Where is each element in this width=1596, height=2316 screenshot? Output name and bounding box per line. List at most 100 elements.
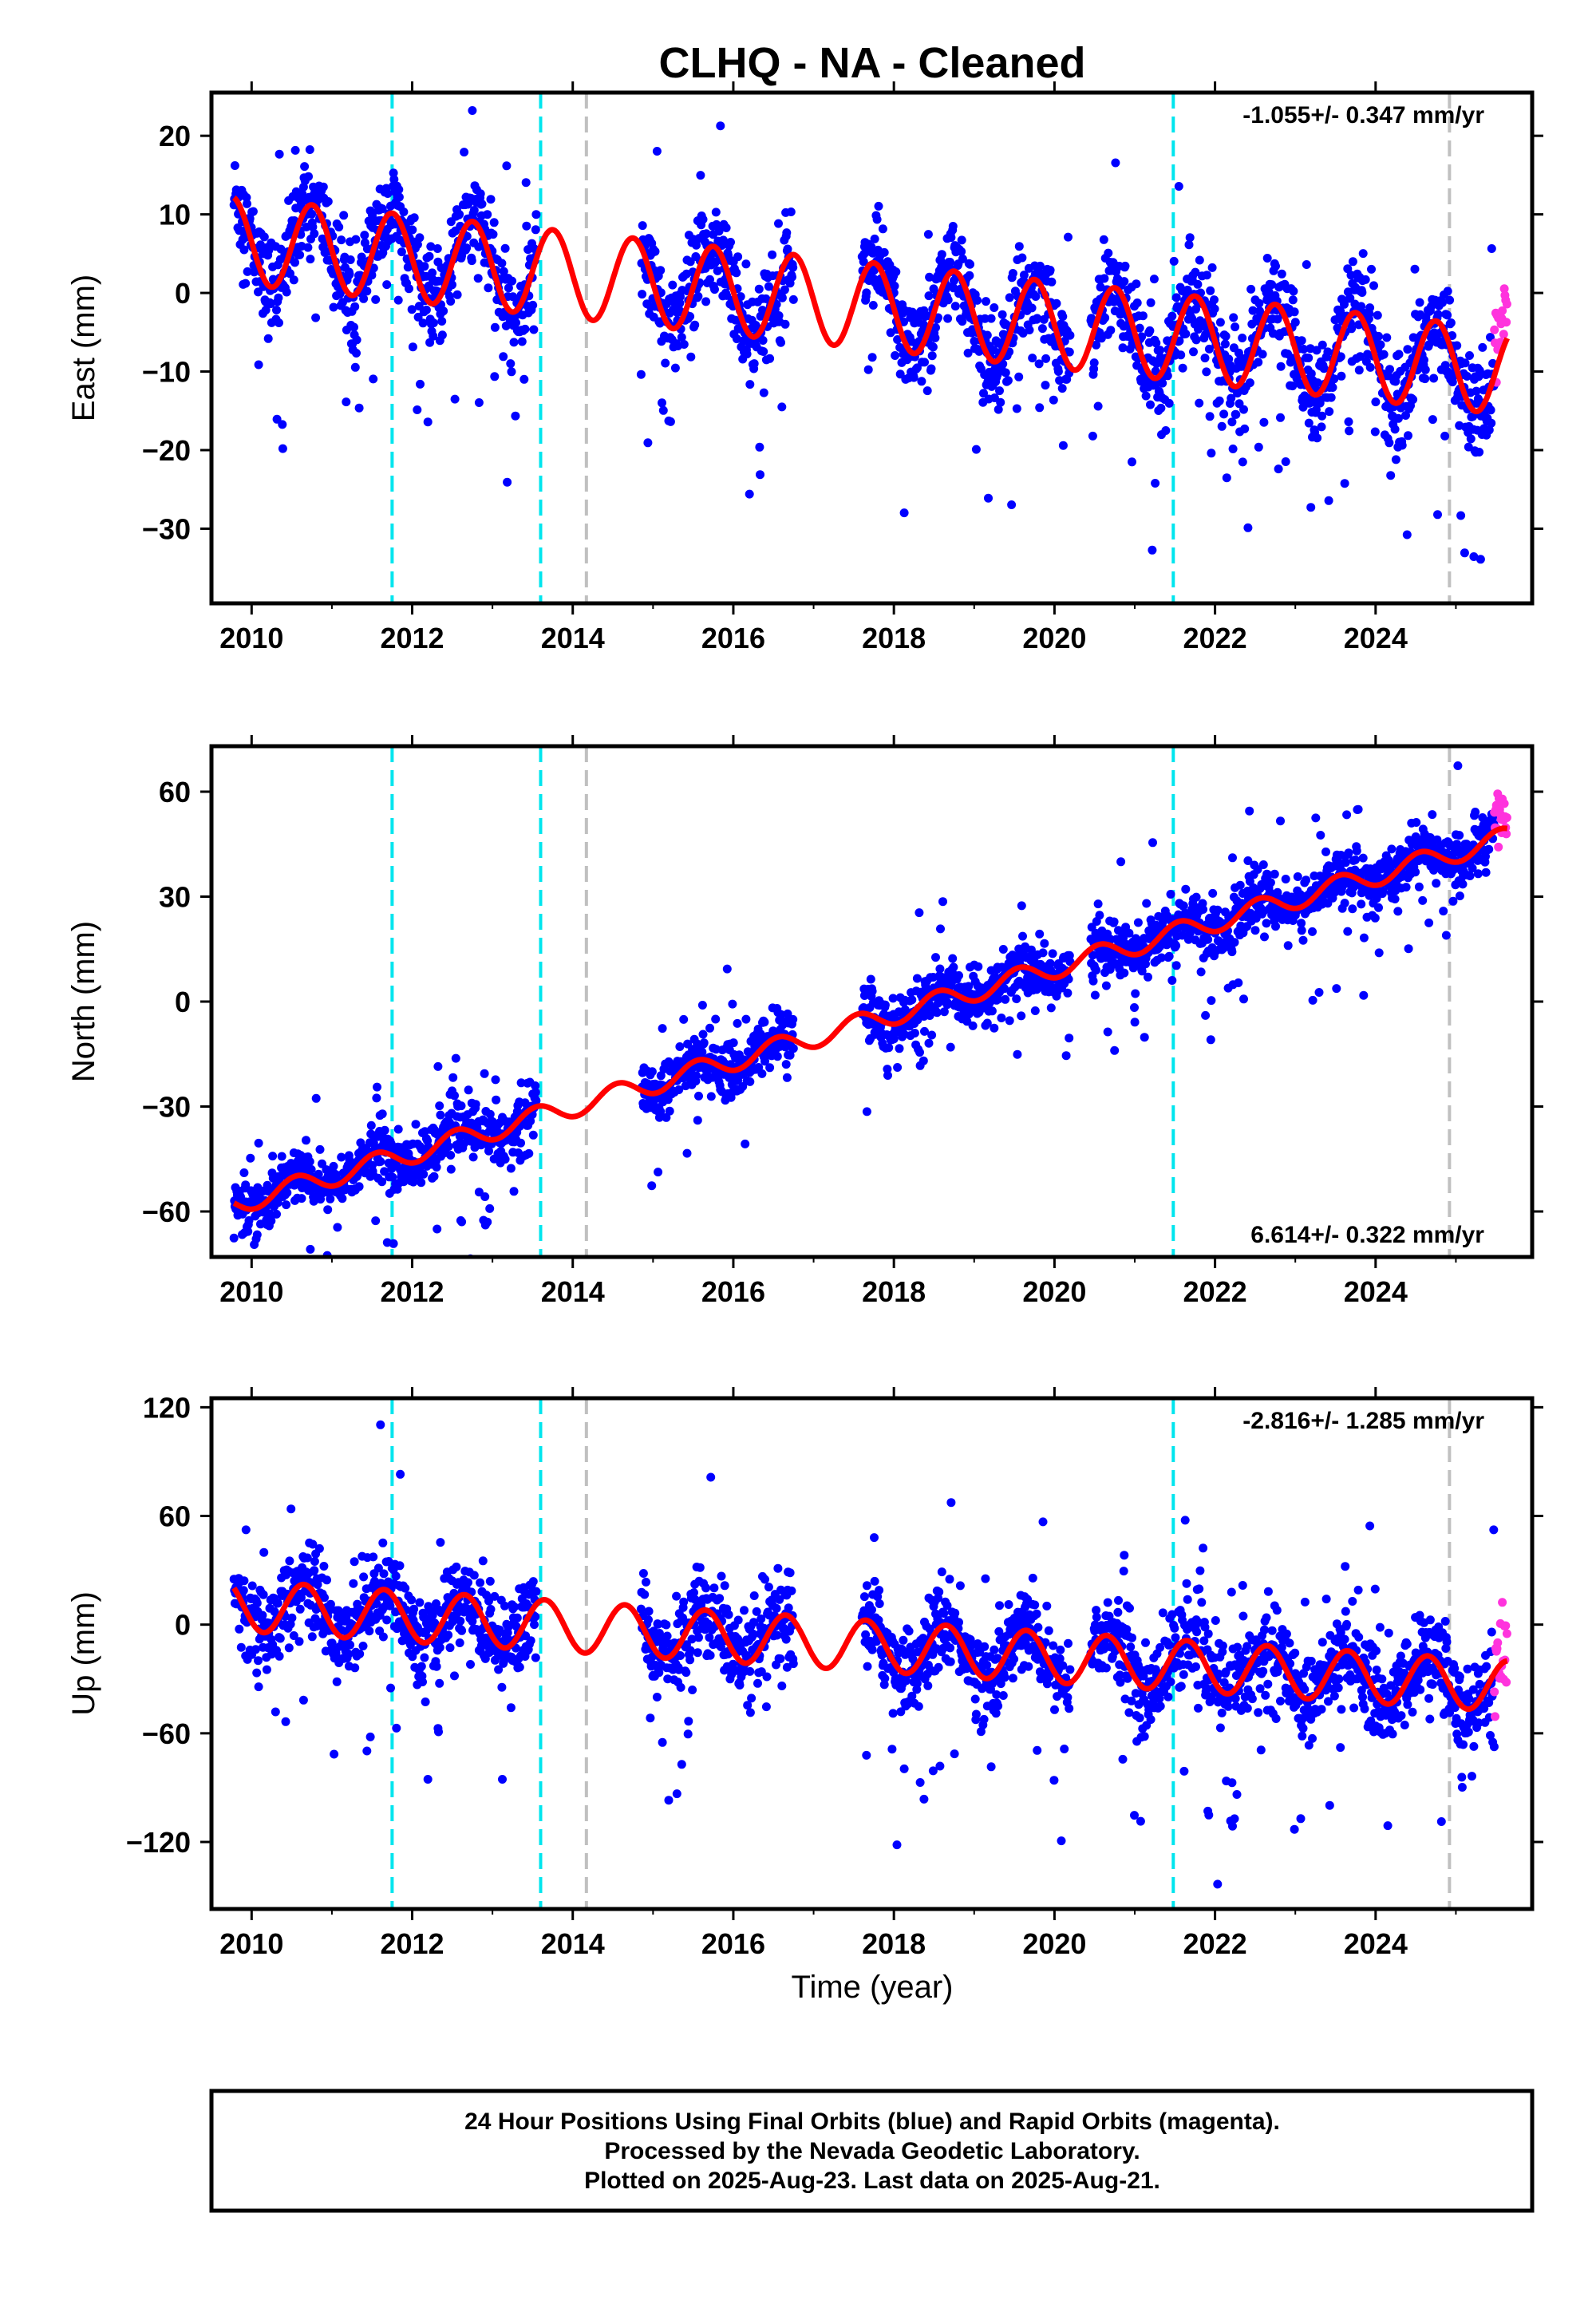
final-point [338,1194,347,1203]
final-point [1201,1010,1211,1020]
final-point [1189,347,1198,357]
final-point [318,182,328,192]
final-point [1191,267,1200,277]
final-point [697,1047,707,1057]
final-point [1418,895,1428,905]
final-point [383,189,393,198]
final-point [780,319,790,329]
final-point [359,294,369,303]
final-point [409,1604,419,1614]
final-point [1001,368,1010,377]
final-point [531,210,541,219]
final-point [1387,844,1396,854]
final-point [654,1168,663,1177]
y-tick-label: −30 [142,512,191,545]
final-point [1146,298,1156,307]
final-point [675,298,685,308]
final-point [377,1177,387,1187]
final-point [915,1048,924,1057]
final-point [376,1420,385,1429]
final-point [394,192,404,202]
final-point [1227,417,1237,427]
final-point [433,1224,442,1234]
final-point [389,1239,398,1248]
final-point [1361,275,1370,284]
final-point [1178,931,1187,940]
final-point [1299,345,1309,354]
final-point [1276,362,1286,371]
final-point [418,1678,427,1686]
final-point [994,994,1003,1004]
final-point [924,291,934,301]
final-point [467,256,476,266]
final-point [273,1599,282,1608]
y-tick-label: 0 [175,986,191,1018]
final-point [428,268,437,278]
final-point [647,1181,657,1191]
final-point [350,302,360,311]
final-point [1093,899,1103,909]
final-point [1109,917,1119,927]
final-point [1179,901,1188,911]
final-point [1325,407,1334,417]
final-point [732,268,741,278]
final-point [862,288,871,298]
final-point [932,1008,942,1018]
final-point [360,231,369,240]
final-point [1308,927,1317,936]
final-point [1328,383,1337,392]
panel-east: 2010 2012 2014 2016 2018 2020 2022 202420100−10… [66,81,1543,654]
final-point [1438,298,1447,307]
final-point [1370,427,1380,437]
final-point [749,359,759,369]
final-point [429,1172,439,1181]
final-point [987,1006,997,1016]
final-point [1428,810,1437,820]
final-point [1238,457,1247,467]
figure-title: CLHQ - NA - Cleaned [658,39,1085,87]
final-point [1384,371,1393,381]
final-point [330,1284,339,1293]
final-point [874,201,883,211]
y-tick-label: −30 [142,1091,191,1124]
final-point [1207,449,1216,458]
final-point [1207,263,1217,272]
final-point [866,974,875,984]
final-point [1035,929,1045,939]
final-point [1379,350,1389,359]
final-point [319,1562,329,1571]
final-point [389,168,398,178]
final-point [990,303,999,312]
final-point [509,338,519,347]
final-point [1199,905,1208,914]
final-point [500,1155,510,1164]
final-point [1258,860,1268,869]
final-point [1243,856,1253,865]
final-point [925,1011,934,1020]
final-point [278,444,287,453]
final-point [756,470,764,480]
final-point [1478,342,1487,352]
final-point [765,1063,775,1073]
final-point [1046,1003,1056,1013]
final-point [322,1575,331,1585]
final-point [1137,332,1147,342]
x-tick-label: 2016 [701,1275,765,1308]
final-point [229,1233,239,1243]
final-point [781,1060,791,1069]
rapid-point [1499,799,1509,808]
final-point [484,283,493,293]
final-point [1138,311,1148,321]
final-point [509,1187,519,1196]
final-point [1110,1045,1120,1055]
final-point [701,229,711,239]
final-point [1132,298,1142,307]
final-point [697,1001,707,1010]
final-point [416,379,425,389]
final-point [1336,352,1345,362]
y-tick-label: 20 [159,120,191,152]
final-point [701,297,711,306]
final-point [759,347,768,356]
final-point [1047,277,1057,287]
final-point [1455,891,1464,901]
